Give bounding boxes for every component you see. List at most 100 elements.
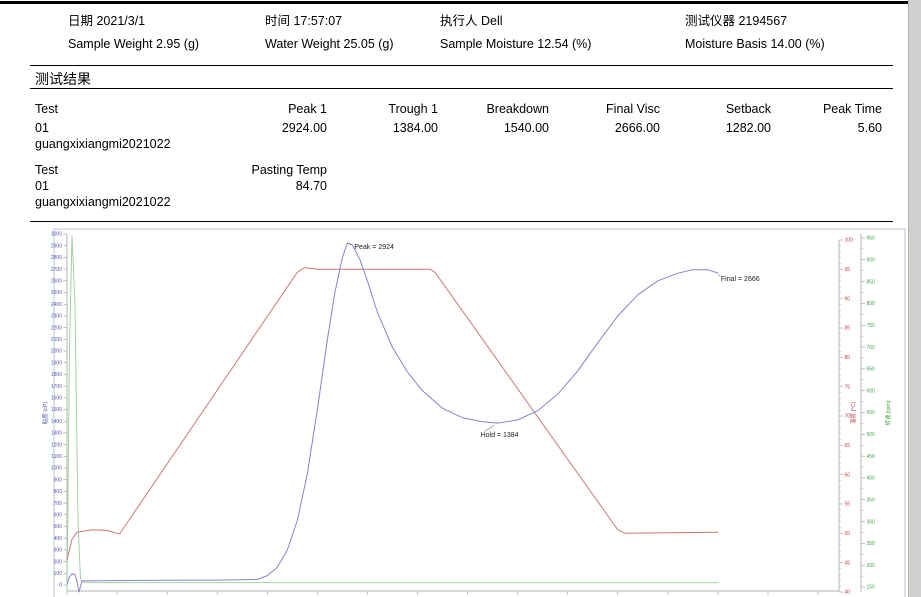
- svg-text:250: 250: [867, 541, 876, 547]
- svg-text:150: 150: [867, 585, 876, 591]
- svg-text:2900: 2900: [51, 243, 62, 249]
- svg-text:300: 300: [54, 548, 63, 554]
- value-cell-final-visc: 2666.00: [614, 121, 660, 135]
- value-cell-peak1: 2924.00: [281, 121, 327, 135]
- svg-text:2300: 2300: [51, 314, 62, 320]
- svg-text:700: 700: [867, 345, 876, 351]
- field-date-and-sample-weight: 日期 2021/3/1 Sample Weight 2.95 (g): [68, 10, 199, 56]
- svg-text:2700: 2700: [51, 267, 62, 273]
- svg-text:600: 600: [867, 388, 876, 394]
- svg-text:1500: 1500: [51, 407, 62, 413]
- svg-text:1200: 1200: [51, 442, 62, 448]
- svg-text:100: 100: [845, 238, 854, 244]
- svg-text:2100: 2100: [51, 337, 62, 343]
- chart-canvas: 0 100 200 300 400 500 600 700 800 900 1000 1100 1200…: [41, 228, 906, 597]
- svg-text:1700: 1700: [51, 384, 62, 390]
- svg-text:900: 900: [54, 477, 63, 483]
- field-instrument-and-moisture-basis: 测试仪器 2194567 Moisture Basis 14.00 (%): [685, 10, 825, 56]
- pasting-temp-value-row: 01 84.70: [35, 179, 327, 194]
- sample-name: guangxixiangmi2021022: [35, 137, 171, 151]
- svg-text:200: 200: [867, 563, 876, 569]
- svg-text:Peak = 2924: Peak = 2924: [354, 244, 394, 251]
- svg-text:800: 800: [54, 489, 63, 495]
- svg-text:80: 80: [845, 355, 851, 361]
- svg-text:50: 50: [845, 531, 851, 537]
- svg-text:1100: 1100: [51, 454, 62, 460]
- field-moisture-basis: Moisture Basis 14.00 (%): [685, 37, 825, 51]
- header-cell-trough1: Trough 1: [388, 102, 438, 116]
- svg-text:500: 500: [54, 524, 63, 530]
- svg-text:粘度 (cP): 粘度 (cP): [41, 402, 49, 425]
- field-instrument: 测试仪器 2194567: [685, 14, 788, 28]
- results-table-header-row: Test Peak 1 Trough 1 Breakdown Final Vis…: [35, 102, 882, 117]
- window-edge-strip: [908, 0, 921, 597]
- svg-text:750: 750: [867, 323, 876, 329]
- value-cell-peak-time: 5.60: [857, 121, 882, 135]
- svg-text:85: 85: [845, 326, 851, 332]
- field-time: 时间 17:57:07: [265, 14, 343, 28]
- svg-text:2200: 2200: [51, 325, 62, 331]
- field-sample-moisture: Sample Moisture 12.54 (%): [440, 37, 592, 51]
- svg-text:3000: 3000: [51, 232, 62, 238]
- sample-name-2: guangxixiangmi2021022: [35, 195, 171, 209]
- svg-text:1000: 1000: [51, 466, 62, 472]
- svg-text:1600: 1600: [51, 396, 62, 402]
- svg-text:400: 400: [54, 536, 63, 542]
- svg-text:1800: 1800: [51, 372, 62, 378]
- header-cell-final-visc: Final Visc: [606, 102, 660, 116]
- svg-text:转速 [rpm]: 转速 [rpm]: [884, 400, 892, 426]
- svg-text:850: 850: [867, 279, 876, 285]
- results-table-main: Test Peak 1 Trough 1 Breakdown Final Vis…: [35, 102, 882, 152]
- svg-text:温度 [°C]: 温度 [°C]: [849, 402, 857, 424]
- svg-text:350: 350: [867, 497, 876, 503]
- field-operator: 执行人 Dell: [440, 14, 503, 28]
- svg-text:550: 550: [867, 410, 876, 416]
- svg-text:1400: 1400: [51, 419, 62, 425]
- svg-text:100: 100: [54, 571, 63, 577]
- field-time-and-water-weight: 时间 17:57:07 Water Weight 25.05 (g): [265, 10, 394, 56]
- divider-above-chart: [30, 221, 893, 222]
- header-cell-breakdown: Breakdown: [486, 102, 549, 116]
- svg-text:0: 0: [59, 583, 62, 589]
- svg-text:2800: 2800: [51, 255, 62, 261]
- top-border-rule: [0, 1, 908, 4]
- field-water-weight: Water Weight 25.05 (g): [265, 37, 394, 51]
- svg-text:400: 400: [867, 476, 876, 482]
- results-table-value-row: 01 2924.00 1384.00 1540.00 2666.00 1282.…: [35, 121, 882, 136]
- svg-text:1300: 1300: [51, 431, 62, 437]
- svg-text:55: 55: [845, 502, 851, 508]
- svg-text:65: 65: [845, 443, 851, 449]
- svg-text:950: 950: [867, 236, 876, 242]
- pasting-temp-header-row: Test Pasting Temp: [35, 163, 327, 178]
- svg-text:Hold = 1384: Hold = 1384: [481, 432, 519, 439]
- header-cell-test: Test: [35, 102, 58, 116]
- svg-text:2600: 2600: [51, 279, 62, 285]
- svg-text:95: 95: [845, 267, 851, 273]
- svg-text:90: 90: [845, 296, 851, 302]
- svg-text:60: 60: [845, 472, 851, 478]
- svg-text:1900: 1900: [51, 360, 62, 366]
- svg-text:900: 900: [867, 258, 876, 264]
- results-table-pasting-temp: Test Pasting Temp 01 84.70 guangxixiangm…: [35, 163, 327, 210]
- svg-text:450: 450: [867, 454, 876, 460]
- svg-text:500: 500: [867, 432, 876, 438]
- svg-text:70: 70: [845, 414, 851, 420]
- svg-text:2000: 2000: [51, 349, 62, 355]
- field-operator-and-moisture: 执行人 Dell Sample Moisture 12.54 (%): [440, 10, 591, 56]
- value-cell-breakdown: 1540.00: [503, 121, 549, 135]
- svg-text:Final = 2666: Final = 2666: [721, 276, 760, 283]
- svg-text:45: 45: [845, 560, 851, 566]
- header-cell-setback: Setback: [725, 102, 771, 116]
- field-sample-weight: Sample Weight 2.95 (g): [68, 37, 200, 51]
- svg-text:300: 300: [867, 519, 876, 525]
- svg-text:650: 650: [867, 367, 876, 373]
- viscosity-chart: 0 100 200 300 400 500 600 700 800 900 1000 1100 1200…: [38, 228, 906, 597]
- svg-text:700: 700: [54, 501, 63, 507]
- value-cell-trough1: 1384.00: [392, 121, 438, 135]
- svg-text:200: 200: [54, 559, 63, 565]
- field-date: 日期 2021/3/1: [68, 14, 146, 28]
- svg-text:2400: 2400: [51, 302, 62, 308]
- svg-text:75: 75: [845, 384, 851, 390]
- svg-text:2500: 2500: [51, 290, 62, 296]
